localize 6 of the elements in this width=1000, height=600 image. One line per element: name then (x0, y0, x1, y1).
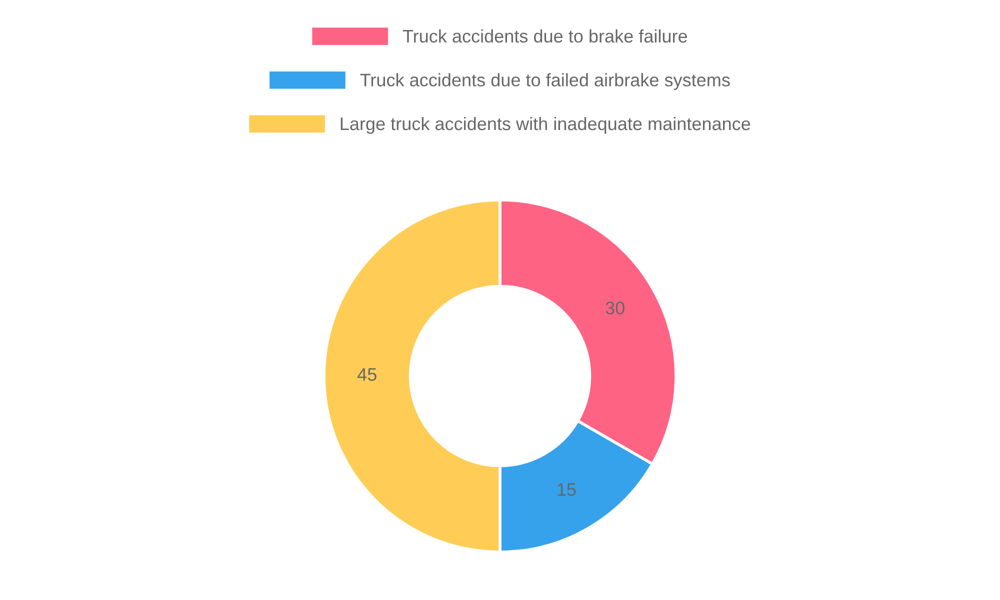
legend-label: Large truck accidents with inadequate maintenance (340, 116, 750, 134)
data-label: 15 (558, 483, 576, 496)
data-label: 30 (606, 302, 624, 314)
legend-label: Truck accidents due to brake failure (402, 29, 688, 43)
legend-label: Truck accidents due to failed airbrake systems (360, 73, 730, 90)
data-label: 45 (358, 368, 376, 381)
